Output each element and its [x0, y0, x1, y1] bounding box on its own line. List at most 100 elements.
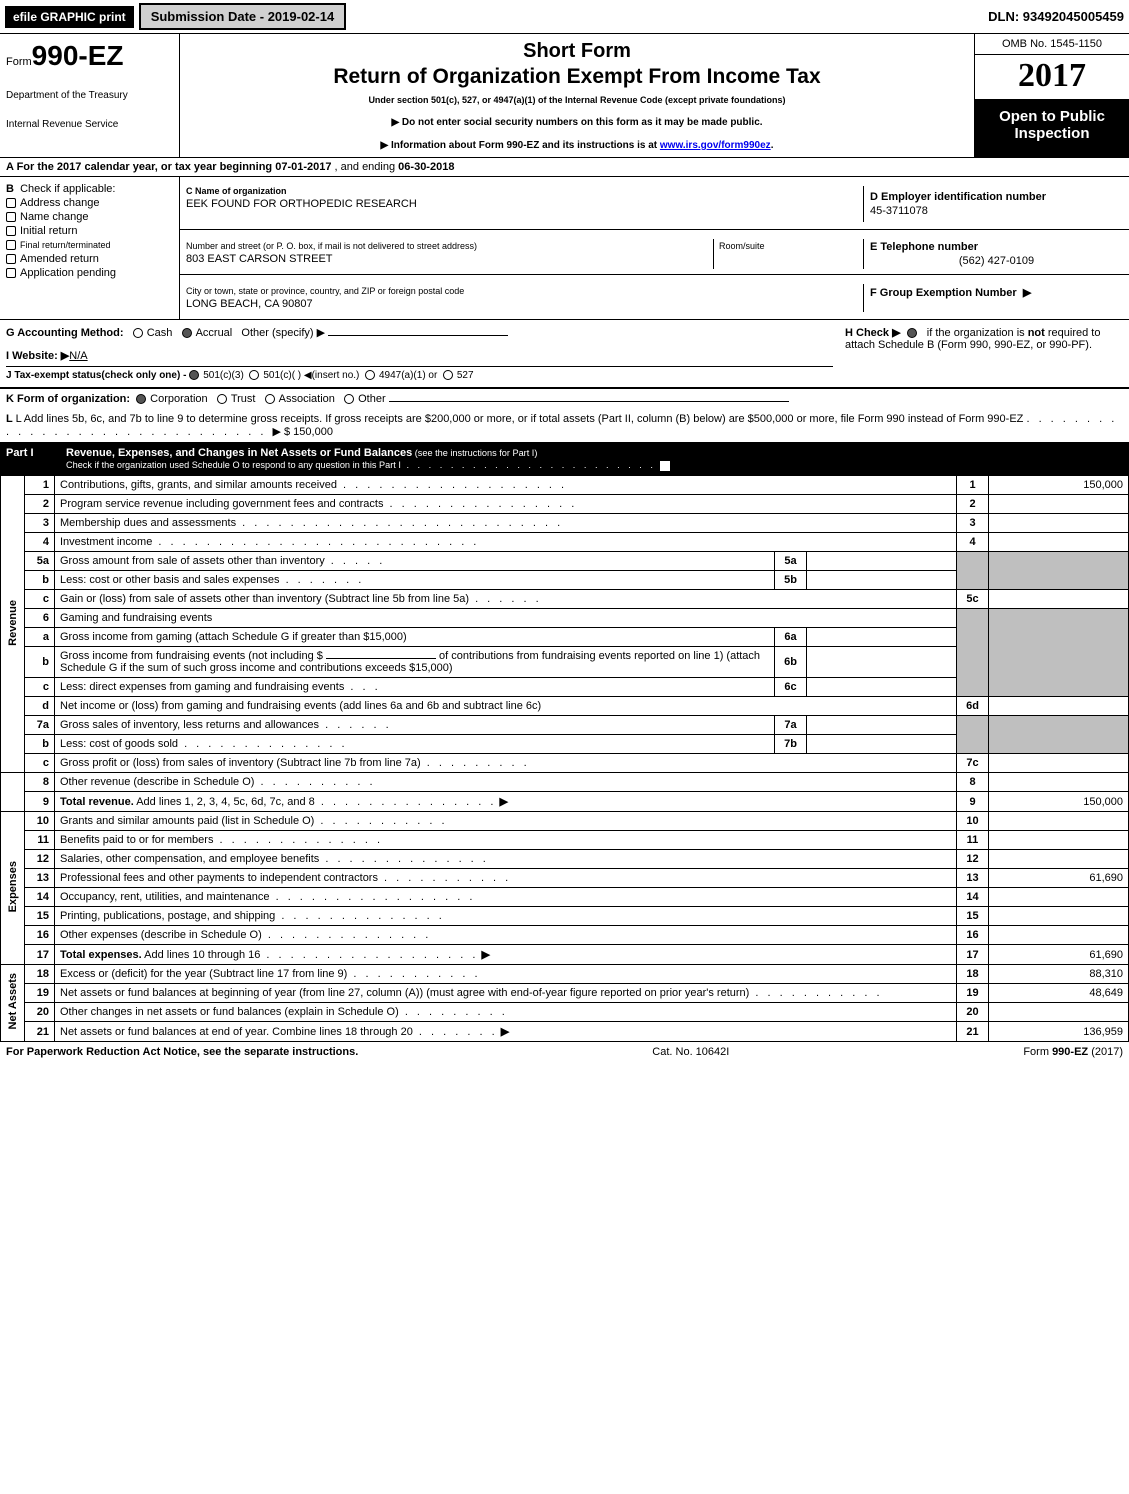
radio-trust[interactable] — [217, 394, 227, 404]
checkbox-initial-return[interactable] — [6, 226, 16, 236]
city-label: City or town, state or province, country… — [186, 286, 863, 296]
open-to-public-badge: Open to Public Inspection — [975, 100, 1129, 157]
part-i-header: Part I Revenue, Expenses, and Changes in… — [0, 443, 1129, 475]
row-desc: Contributions, gifts, grants, and simila… — [60, 479, 337, 491]
row-desc: Gain or (loss) from sale of assets other… — [60, 593, 469, 605]
row-desc: Professional fees and other payments to … — [60, 872, 378, 884]
instructions-link[interactable]: www.irs.gov/form990ez — [660, 140, 771, 151]
radio-527[interactable] — [443, 370, 453, 380]
row-num: 18 — [25, 965, 55, 984]
table-row: 5a Gross amount from sale of assets othe… — [1, 552, 1129, 571]
label-cash: Cash — [147, 327, 173, 339]
mini-box: 6c — [775, 678, 807, 697]
label-application-pending: Application pending — [20, 267, 116, 279]
top-bar: efile GRAPHIC print Submission Date - 20… — [0, 0, 1129, 33]
omb-number: OMB No. 1545-1150 — [975, 34, 1129, 55]
row-box: 17 — [957, 945, 989, 965]
row-box: 10 — [957, 812, 989, 831]
form-no-text: 990-EZ — [32, 40, 124, 71]
label-final-return: Final return/terminated — [20, 240, 111, 250]
section-c-label: C Name of organization — [186, 186, 287, 196]
radio-501c[interactable] — [249, 370, 259, 380]
row-desc: Net assets or fund balances at end of ye… — [60, 1026, 413, 1038]
table-row: 13 Professional fees and other payments … — [1, 869, 1129, 888]
side-label-revenue: Revenue — [7, 600, 19, 646]
label-trust: Trust — [231, 393, 256, 405]
checkbox-application-pending[interactable] — [6, 268, 16, 278]
page-footer: For Paperwork Reduction Act Notice, see … — [0, 1042, 1129, 1062]
footer-right-form: 990-EZ — [1052, 1046, 1088, 1058]
section-l: L L Add lines 5b, 6c, and 7b to line 9 t… — [0, 409, 1129, 443]
part-i-title: Revenue, Expenses, and Changes in Net As… — [66, 447, 412, 459]
footer-left: For Paperwork Reduction Act Notice, see … — [6, 1046, 358, 1058]
form-prefix: Form — [6, 56, 32, 68]
table-row: 4 Investment income . . . . . . . . . . … — [1, 533, 1129, 552]
section-b: B Check if applicable: Address change Na… — [0, 177, 180, 319]
row-box: 11 — [957, 831, 989, 850]
row-num: 21 — [25, 1022, 55, 1042]
header-sub3: ▶ Information about Form 990-EZ and its … — [186, 140, 968, 151]
row-box: 5c — [957, 590, 989, 609]
row-box: 12 — [957, 850, 989, 869]
tax-year: 2017 — [975, 55, 1129, 100]
row-val: 150,000 — [989, 792, 1129, 812]
row-val: 61,690 — [989, 869, 1129, 888]
label-address-change: Address change — [20, 197, 100, 209]
website-value: N/A — [69, 350, 87, 362]
efile-badge: efile GRAPHIC print — [5, 6, 134, 28]
table-row: c Gain or (loss) from sale of assets oth… — [1, 590, 1129, 609]
label-527: 527 — [457, 370, 474, 381]
mini-box: 6a — [775, 628, 807, 647]
section-f-label: F Group Exemption Number — [870, 287, 1017, 299]
checkbox-schedule-b[interactable] — [907, 328, 917, 338]
radio-4947[interactable] — [365, 370, 375, 380]
section-a-prefix: A For the 2017 calendar year, or tax yea… — [6, 161, 275, 173]
row-desc: Gross income from fundraising events (no… — [60, 650, 323, 662]
section-a: A For the 2017 calendar year, or tax yea… — [0, 158, 1129, 177]
radio-cash[interactable] — [133, 328, 143, 338]
section-i-label: I Website: ▶ — [6, 350, 69, 362]
side-label-netassets: Net Assets — [7, 973, 19, 1029]
row-desc: Net income or (loss) from gaming and fun… — [55, 697, 957, 716]
row-desc: Gross income from gaming (attach Schedul… — [55, 628, 775, 647]
table-row: Expenses 10 Grants and similar amounts p… — [1, 812, 1129, 831]
checkbox-address-change[interactable] — [6, 198, 16, 208]
check-if-applicable: Check if applicable: — [20, 183, 115, 195]
table-row: 3 Membership dues and assessments . . . … — [1, 514, 1129, 533]
row-num: c — [25, 678, 55, 697]
row-num: 19 — [25, 984, 55, 1003]
table-row: 6 Gaming and fundraising events — [1, 609, 1129, 628]
phone-value: (562) 427-0109 — [870, 255, 1123, 267]
radio-association[interactable] — [265, 394, 275, 404]
section-l-text: L Add lines 5b, 6c, and 7b to line 9 to … — [16, 413, 1024, 425]
row-val: 150,000 — [989, 476, 1129, 495]
checkbox-schedule-o[interactable] — [660, 461, 670, 471]
row-val — [989, 590, 1129, 609]
checkbox-name-change[interactable] — [6, 212, 16, 222]
label-accrual: Accrual — [196, 327, 233, 339]
radio-corporation[interactable] — [136, 394, 146, 404]
row-box: 2 — [957, 495, 989, 514]
checkbox-final-return[interactable] — [6, 240, 16, 250]
table-row: 8 Other revenue (describe in Schedule O)… — [1, 773, 1129, 792]
row-desc: Less: direct expenses from gaming and fu… — [60, 681, 344, 693]
label-501c3: 501(c)(3) — [203, 370, 244, 381]
footer-cat-no: Cat. No. 10642I — [652, 1046, 729, 1058]
table-row: Net Assets 18 Excess or (deficit) for th… — [1, 965, 1129, 984]
row-desc: Other revenue (describe in Schedule O) — [60, 776, 254, 788]
row-num: 5a — [25, 552, 55, 571]
row-val: 136,959 — [989, 1022, 1129, 1042]
row-box: 16 — [957, 926, 989, 945]
radio-other-org[interactable] — [344, 394, 354, 404]
row-box: 7c — [957, 754, 989, 773]
mini-box: 7a — [775, 716, 807, 735]
tax-year-end: 06-30-2018 — [398, 161, 454, 173]
checkbox-amended-return[interactable] — [6, 254, 16, 264]
radio-501c3[interactable] — [189, 370, 199, 380]
radio-accrual[interactable] — [182, 328, 192, 338]
section-j-label: J Tax-exempt status(check only one) - — [6, 370, 186, 381]
return-title: Return of Organization Exempt From Incom… — [186, 65, 968, 89]
footer-right-suffix: (2017) — [1088, 1046, 1123, 1058]
part-i-table: Revenue 1 Contributions, gifts, grants, … — [0, 475, 1129, 1042]
row-desc: Investment income — [60, 536, 152, 548]
